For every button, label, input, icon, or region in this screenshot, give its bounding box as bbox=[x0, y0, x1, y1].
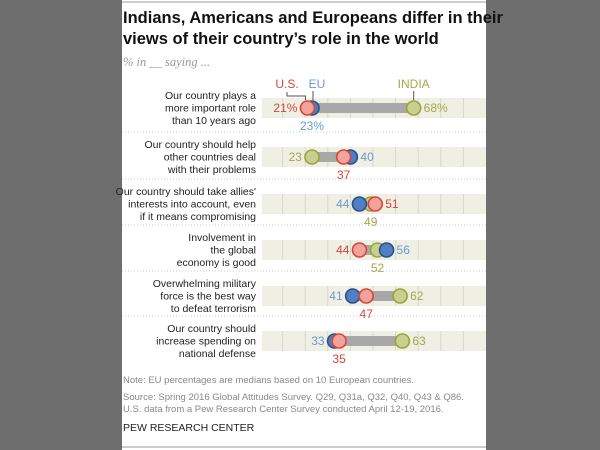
legend-us-leader bbox=[286, 92, 306, 100]
value-label: 47 bbox=[360, 307, 374, 321]
row-label: economy is good bbox=[177, 257, 257, 269]
dot-india bbox=[405, 100, 422, 116]
value-label: 49 bbox=[364, 215, 378, 229]
dot-us bbox=[331, 333, 347, 349]
range-bar bbox=[334, 336, 403, 346]
row-label: Involvement in bbox=[188, 232, 256, 244]
row-label: interests into account, even bbox=[128, 199, 256, 211]
footer-source-1: Source: Spring 2016 Global Attitudes Sur… bbox=[123, 392, 464, 403]
range-bar bbox=[307, 103, 414, 113]
row-label: than 10 years ago bbox=[172, 115, 256, 127]
legend-us: U.S. bbox=[275, 77, 298, 91]
row-label: Our country should help bbox=[145, 139, 257, 151]
row-label: if it means compromising bbox=[140, 211, 256, 223]
dot-us bbox=[335, 149, 352, 165]
value-label: 63 bbox=[412, 334, 426, 348]
value-label: 51 bbox=[385, 197, 399, 211]
footer-note: Note: EU percentages are medians based o… bbox=[123, 375, 414, 386]
dot-us bbox=[367, 196, 384, 212]
row-label: Our country plays a bbox=[165, 90, 256, 102]
dot-eu bbox=[344, 288, 361, 304]
row-label: force is the best way bbox=[160, 291, 256, 303]
value-label: 44 bbox=[336, 243, 350, 257]
row-label: Our country should take allies' bbox=[116, 186, 256, 198]
chart-title-line2: views of their country’s role in the wor… bbox=[123, 30, 439, 48]
range-bar bbox=[352, 291, 401, 301]
row-label: more important role bbox=[165, 103, 256, 115]
footer-org: PEW RESEARCH CENTER bbox=[123, 422, 255, 434]
dot-eu bbox=[351, 196, 368, 212]
row-label: Our country should bbox=[167, 323, 256, 335]
legend-india: INDIA bbox=[398, 77, 430, 91]
dot-eu bbox=[378, 242, 395, 258]
value-label: 23% bbox=[300, 119, 324, 133]
dot-us bbox=[351, 242, 368, 258]
row-label: to defeat terrorism bbox=[171, 303, 256, 315]
row-label: other countries deal bbox=[164, 152, 256, 164]
dot-india bbox=[392, 288, 408, 304]
chart-subtitle: % in __ saying ... bbox=[123, 55, 210, 69]
dot-us bbox=[299, 100, 316, 116]
value-label: 68% bbox=[424, 101, 448, 115]
value-label: 23 bbox=[289, 150, 303, 164]
legend-eu: EU bbox=[309, 77, 326, 91]
footer-source-2: U.S. data from a Pew Research Center Sur… bbox=[123, 404, 444, 415]
dot-us bbox=[358, 288, 375, 304]
value-label: 37 bbox=[337, 168, 351, 182]
value-label: 33 bbox=[311, 334, 325, 348]
value-label: 44 bbox=[336, 197, 350, 211]
row-label: Overwhelming military bbox=[153, 278, 257, 290]
value-label: 35 bbox=[332, 352, 346, 366]
row-label: national defense bbox=[179, 348, 256, 360]
chart-title-line1: Indians, Americans and Europeans differ … bbox=[123, 9, 503, 27]
row-label: the global bbox=[210, 245, 256, 257]
dot-india bbox=[394, 333, 411, 349]
value-label: 56 bbox=[397, 243, 411, 257]
value-label: 52 bbox=[371, 261, 385, 275]
value-label: 62 bbox=[410, 289, 424, 303]
value-label: 40 bbox=[360, 150, 374, 164]
value-label: 21% bbox=[273, 101, 297, 115]
row-label: increase spending on bbox=[156, 336, 256, 348]
value-label: 41 bbox=[329, 289, 343, 303]
chart-row: Our country should take allies'interests… bbox=[116, 178, 486, 229]
dot-india bbox=[304, 149, 320, 165]
row-label: with their problems bbox=[167, 164, 256, 176]
range-bar bbox=[311, 152, 351, 162]
